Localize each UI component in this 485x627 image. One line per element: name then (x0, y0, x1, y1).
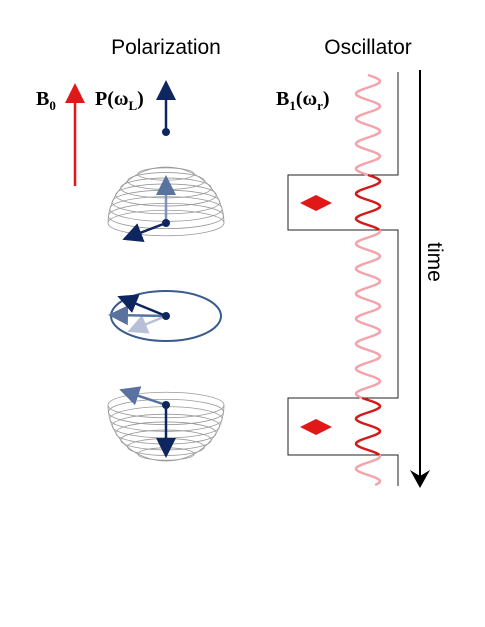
shape (107, 166, 225, 224)
shape (354, 73, 382, 177)
time-label: time (423, 242, 446, 282)
p-dot (162, 128, 170, 136)
spin-arrow (127, 314, 167, 334)
shape (354, 454, 382, 487)
spin-arrow (108, 305, 167, 326)
oscillator-wave (354, 73, 382, 487)
pulse-outline (287, 72, 399, 486)
label-b1: B1(ωr) (276, 88, 330, 113)
shape (354, 229, 382, 400)
spin-dot (162, 312, 170, 320)
label-b0: B0 (36, 88, 56, 113)
spin-arrow (117, 294, 167, 318)
label-p: P(ωL) (95, 88, 144, 113)
spin-arrow (122, 221, 167, 242)
header: Polarization (111, 36, 221, 59)
header: Oscillator (324, 36, 412, 59)
shape (107, 404, 225, 462)
shape (354, 173, 382, 231)
spin-dot (162, 401, 170, 409)
shape (354, 396, 382, 456)
spin-arrow (119, 386, 167, 407)
spin-dot (162, 219, 170, 227)
